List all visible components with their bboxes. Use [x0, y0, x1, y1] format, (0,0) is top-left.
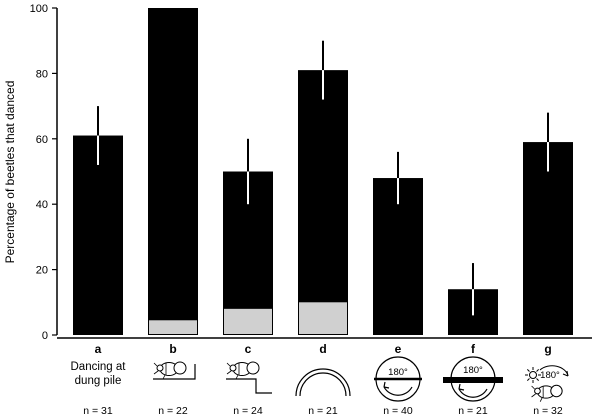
degree-label: 180°: [463, 365, 483, 376]
bar-d: [298, 70, 348, 335]
sample-size-label: n = 22: [158, 405, 188, 417]
sun-disc: [529, 371, 537, 379]
arrow-head: [383, 381, 390, 389]
dung-ball: [550, 384, 563, 398]
beetle-legs: [226, 362, 239, 380]
sample-size-label: n = 24: [233, 405, 263, 417]
bars: [73, 8, 573, 335]
y-tick-label: 60: [36, 134, 48, 146]
sun-ray: [526, 368, 530, 372]
sun-beetle-180-icon: 180°: [525, 365, 569, 402]
bar-b: [148, 8, 198, 335]
rotation-arrow: [383, 386, 413, 396]
sun-ray: [526, 378, 530, 382]
category-label: e: [395, 342, 402, 356]
y-axis-title: Percentage of beetles that danced: [3, 81, 17, 264]
y-tick-label: 0: [42, 330, 48, 342]
category-sublabel: dung pile: [75, 375, 122, 387]
beetle-head: [156, 364, 164, 372]
y-tick-label: 40: [36, 199, 48, 211]
bar-rotated-180-icon: 180°: [443, 356, 503, 402]
step-line: [226, 378, 272, 394]
bar-base-d: [299, 302, 347, 334]
beetle-on-ledge-icon: [153, 361, 196, 380]
sun-ray: [536, 378, 540, 382]
beetle-head: [229, 364, 237, 372]
beetle-head: [534, 387, 541, 395]
x-axis-labels: a b c d e f g Dancing at dung pile: [71, 342, 552, 387]
dung-ball: [173, 361, 187, 375]
degree-label: 180°: [540, 370, 560, 381]
dung-ball: [246, 361, 260, 375]
category-label: f: [471, 342, 476, 356]
bar-base-b: [149, 320, 197, 334]
sample-size-label: n = 31: [83, 405, 113, 417]
sample-size-label: n = 21: [308, 405, 338, 417]
category-label: g: [544, 342, 551, 356]
bar-a: [73, 135, 123, 335]
beetle-legs: [531, 385, 543, 402]
sample-size-label: n = 21: [458, 405, 488, 417]
beetle-legs: [153, 362, 166, 380]
category-sublabel: Dancing at: [71, 361, 127, 373]
y-tick-label: 20: [36, 265, 48, 277]
sample-size-label: n = 40: [383, 405, 413, 417]
condition-icons: 180° 180° 180°: [153, 356, 569, 402]
sample-size-labels: n = 31 n = 22 n = 24 n = 21 n = 40 n = 21 n = …: [83, 405, 563, 417]
arrow-head: [562, 370, 569, 377]
rotation-arrow: [539, 365, 569, 377]
circle-arrow-180-icon: 180°: [374, 356, 422, 402]
bar-base-c: [224, 308, 272, 334]
y-axis: 0 20 40 60 80 100: [30, 3, 592, 342]
sun-ray: [536, 368, 540, 372]
y-tick-label: 100: [30, 3, 48, 15]
rotation-arrow: [458, 388, 488, 398]
arch-inner: [299, 372, 347, 397]
bar-g: [523, 142, 573, 335]
category-label: b: [169, 342, 176, 356]
thick-bar: [443, 377, 503, 383]
category-label: d: [319, 342, 326, 356]
category-label: c: [245, 342, 252, 356]
arrow-head: [458, 383, 465, 391]
sample-size-label: n = 32: [533, 405, 563, 417]
ledge-line: [153, 364, 196, 380]
degree-label: 180°: [388, 367, 408, 378]
beetle-on-step-icon: [226, 361, 272, 394]
arch-outer: [295, 368, 351, 397]
semicircle-arch-icon: [295, 368, 351, 397]
y-tick-label: 80: [36, 68, 48, 80]
category-label: a: [95, 342, 102, 356]
